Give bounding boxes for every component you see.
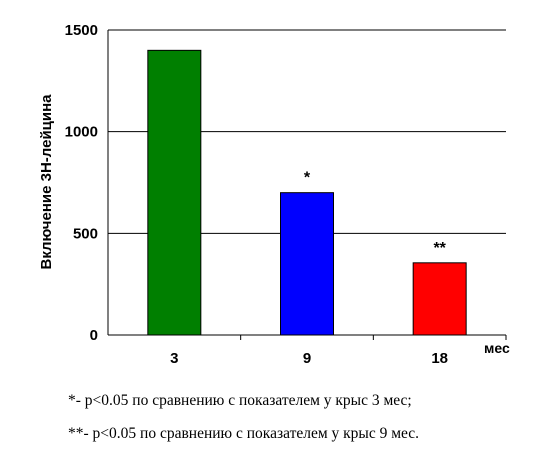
footnote-2: **- p<0.05 по сравнению с показателем у … (68, 425, 420, 442)
x-unit-label: мес (484, 340, 510, 356)
bar-3 (147, 49, 202, 336)
bar-9 (280, 192, 334, 336)
y-tick-labels: 0 500 1000 1500 (65, 22, 98, 344)
bars (147, 49, 467, 336)
axes (107, 30, 507, 340)
x-tick-label: 3 (170, 350, 178, 367)
y-axis-label: Включение 3Н-лейцина (38, 94, 55, 270)
significance-mark: ** (433, 240, 446, 257)
x-tick-label: 18 (431, 350, 448, 367)
y-tick-label: 1500 (65, 22, 98, 39)
significance-annotations: *** (304, 170, 447, 257)
bar-18 (412, 262, 467, 336)
x-tick-labels: 3 9 18 (170, 350, 448, 367)
y-tick-label: 1000 (65, 124, 98, 141)
x-tick-label: 9 (303, 350, 311, 367)
y-tick-label: 0 (90, 327, 98, 344)
footnotes: *- p<0.05 по сравнению с показателем у к… (68, 392, 419, 458)
footnote-1: *- p<0.05 по сравнению с показателем у к… (68, 392, 412, 409)
y-tick-label: 500 (73, 225, 98, 242)
significance-mark: * (304, 170, 311, 187)
